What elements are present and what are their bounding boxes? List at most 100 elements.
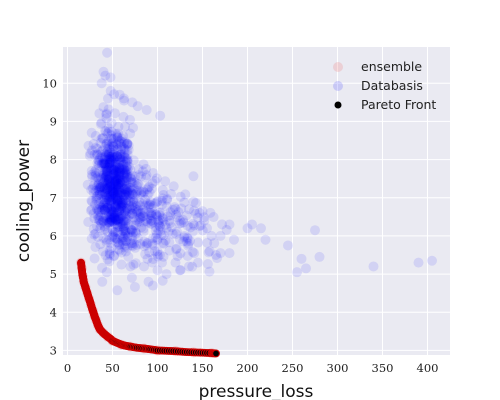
database-point [123,251,134,262]
database-point [147,233,158,244]
database-point [114,240,125,251]
database-point [132,179,143,190]
legend-marker-ensemble [333,62,343,72]
database-point [142,184,153,195]
database-point [118,226,129,237]
database-point [109,168,120,179]
database-point [102,183,113,194]
database-point [188,171,199,182]
database-point [310,225,320,236]
database-point [128,189,139,200]
database-point [99,175,110,186]
database-point [104,152,115,163]
database-point [106,126,117,137]
database-point [106,196,117,207]
database-point [103,174,114,185]
database-point [125,197,136,208]
database-point [115,200,126,211]
database-point [182,232,193,243]
database-point [97,178,108,189]
database-point [126,204,137,215]
database-point [102,149,113,160]
database-point [106,133,117,144]
database-point [108,179,119,190]
database-point [93,189,104,200]
database-point [120,184,131,195]
database-point [111,172,122,183]
database-point [101,234,112,245]
database-point [101,267,112,278]
database-point [126,173,137,184]
database-point [118,216,129,227]
database-point [105,178,116,189]
database-point [104,215,115,226]
database-point [114,239,125,250]
database-point [184,261,194,272]
database-point [108,212,119,223]
database-point [101,203,112,214]
database-point [103,136,114,147]
database-point [113,215,124,226]
database-point [135,207,146,218]
database-point [100,223,111,234]
database-point [106,203,117,214]
database-point [148,280,158,291]
database-point [163,226,174,237]
database-point [96,117,107,128]
database-point [96,202,107,213]
database-point [126,224,137,235]
database-point [108,207,119,218]
database-point [96,173,107,184]
database-point [96,133,107,144]
database-point [256,223,266,234]
database-point [102,185,113,196]
database-point [113,221,124,232]
database-point [129,238,140,249]
database-point [105,170,116,181]
database-point [104,195,115,206]
database-point [104,209,115,220]
database-point [158,238,169,249]
database-point [144,207,155,218]
database-point [132,233,143,244]
database-point [109,162,120,173]
database-point [113,174,124,185]
database-point [105,185,116,196]
database-point [100,154,111,165]
database-point [106,118,117,129]
database-point [82,179,93,190]
x-tick-label: 200 [237,361,259,375]
database-point [101,191,112,202]
database-point [189,248,200,259]
database-point [118,209,129,220]
database-point [146,202,157,213]
database-point [111,202,122,213]
database-point [102,166,113,177]
database-point [152,196,163,207]
database-point [93,199,104,210]
database-point [155,221,166,232]
database-point [149,246,160,257]
database-point [114,245,125,256]
database-point [146,215,157,226]
database-point [129,177,140,188]
database-point [119,136,130,147]
database-point [109,165,120,176]
database-point [102,171,113,182]
database-point [104,195,115,206]
database-point [140,216,151,227]
database-point [105,157,116,168]
database-point [95,219,106,230]
database-point [164,215,175,226]
database-point [103,126,114,137]
database-point [96,78,107,89]
database-point [166,222,177,233]
database-point [120,165,131,176]
database-point [108,169,119,180]
database-point [123,144,134,155]
database-point [125,261,136,272]
database-point [123,140,134,151]
database-point [104,160,115,171]
database-point [103,212,114,223]
database-point [110,215,121,226]
